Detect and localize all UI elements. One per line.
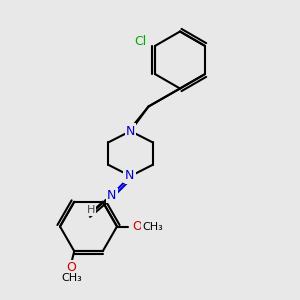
Text: H: H: [87, 205, 95, 215]
Text: N: N: [126, 124, 135, 138]
Text: N: N: [124, 169, 134, 182]
Text: CH₃: CH₃: [142, 221, 163, 232]
Text: O: O: [132, 220, 142, 233]
Text: N: N: [107, 189, 117, 202]
Text: Cl: Cl: [134, 35, 146, 48]
Text: CH₃: CH₃: [61, 273, 82, 283]
Text: N: N: [126, 169, 135, 183]
Text: O: O: [66, 261, 76, 274]
